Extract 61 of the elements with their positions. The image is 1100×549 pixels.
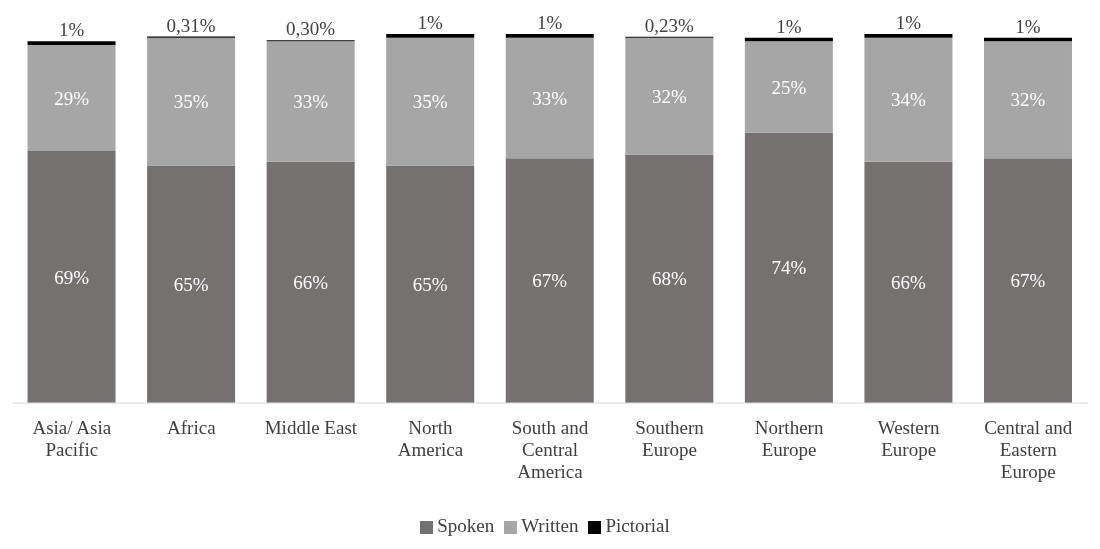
bar [625, 37, 714, 155]
x-tick-label: North America [397, 417, 464, 460]
data-label: 0,30% [286, 18, 336, 40]
data-label: 66% [891, 272, 927, 294]
data-label: 0,31% [166, 14, 216, 36]
data-label: 68% [651, 268, 687, 290]
bar [505, 158, 594, 403]
bar [386, 37, 475, 166]
x-tick-label: South and Central America [511, 417, 589, 482]
data-label: 33% [532, 87, 568, 109]
x-tick-label: Middle East [264, 417, 358, 439]
bar [266, 161, 355, 403]
bar [386, 34, 475, 38]
data-label: 1% [776, 15, 802, 37]
bar [147, 37, 236, 166]
bar [864, 37, 953, 162]
data-label: 32% [1010, 89, 1046, 111]
bar [27, 44, 116, 151]
bar [386, 165, 475, 403]
bar [864, 34, 953, 38]
data-label: 1% [58, 19, 85, 41]
legend-label: Pictorial [605, 515, 670, 536]
bar [983, 41, 1072, 159]
data-label: 35% [412, 91, 448, 113]
data-label: 1% [895, 12, 922, 33]
x-tick-label: Asia/ Asia Pacific [32, 417, 112, 460]
data-label: 0,23% [644, 14, 695, 36]
data-label: 35% [173, 91, 209, 113]
bar [864, 161, 953, 403]
data-label: 29% [54, 87, 90, 109]
data-label: 67% [1010, 270, 1046, 292]
bar [266, 41, 355, 162]
legend-label: Spoken [437, 515, 495, 536]
x-tick-label: Southern Europe [635, 417, 705, 460]
bar [27, 41, 116, 45]
data-label: 33% [293, 91, 329, 113]
data-label: 66% [293, 272, 329, 294]
x-tick-label: Western Europe [877, 417, 941, 460]
bar [625, 154, 714, 403]
x-tick-label: Central and Eastern Europe [984, 417, 1073, 482]
bar [505, 34, 594, 38]
x-tick-label: Northern Europe [754, 417, 824, 460]
data-label: 32% [651, 85, 687, 107]
data-label: 65% [173, 273, 209, 295]
data-label: 74% [771, 257, 807, 279]
data-label: 1% [537, 12, 563, 33]
data-label: 1% [1015, 15, 1041, 37]
bar [744, 41, 833, 133]
bar [147, 165, 236, 403]
data-label: 34% [891, 89, 927, 111]
bar [744, 132, 833, 403]
legend-label: Written [521, 515, 579, 536]
bar [505, 37, 594, 159]
bar [27, 150, 116, 403]
data-label: 69% [54, 266, 90, 288]
x-tick-label: Africa [167, 417, 217, 439]
data-label: 25% [771, 76, 807, 98]
data-label: 67% [532, 270, 568, 292]
data-label: 65% [412, 273, 448, 295]
data-label: 1% [417, 12, 444, 33]
bar [983, 158, 1072, 403]
